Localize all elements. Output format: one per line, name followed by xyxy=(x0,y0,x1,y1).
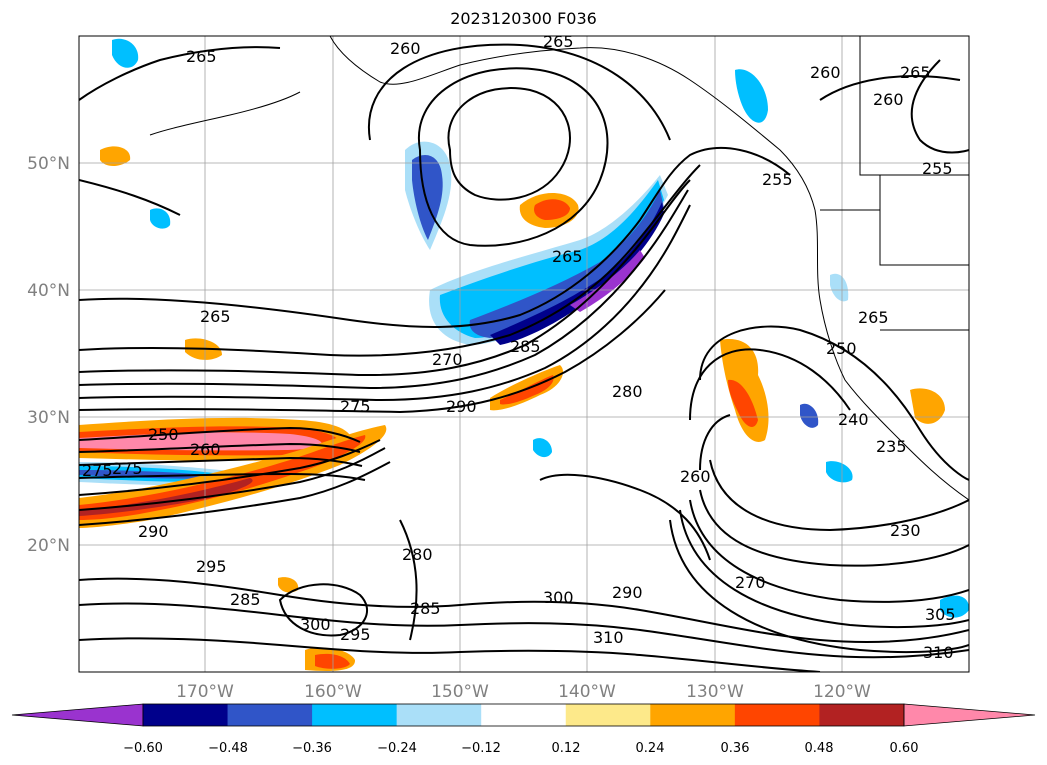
colorbar-tick-label: 0.48 xyxy=(805,741,834,756)
lon-label-130w: 130°W xyxy=(686,682,744,702)
lon-label-150w: 150°W xyxy=(431,682,489,702)
contour-label: 260 xyxy=(873,90,904,109)
longitude-labels: 170°W 160°W 150°W 140°W 130°W 120°W xyxy=(176,682,871,702)
contour-label: 290 xyxy=(138,522,169,541)
contour-label: 310 xyxy=(923,643,954,662)
contour-label: 260 xyxy=(810,63,841,82)
contour-label: 265 xyxy=(200,307,231,326)
contour-label: 260 xyxy=(190,440,221,459)
colorbar-segment xyxy=(734,704,820,726)
contour-label: 285 xyxy=(410,599,441,618)
contour-label: 295 xyxy=(340,625,371,644)
contour-label: 300 xyxy=(543,588,574,607)
colorbar-tick-label: 0.60 xyxy=(890,741,919,756)
contour-label: 275 xyxy=(340,397,371,416)
colorbar-tick-label: 0.36 xyxy=(721,741,750,756)
graticule xyxy=(79,36,969,672)
lat-label-20n: 20°N xyxy=(27,536,70,556)
contour-label: 295 xyxy=(196,557,227,576)
contour-label: 270 xyxy=(432,350,463,369)
contour-label: 300 xyxy=(300,615,331,634)
contour-label: 260 xyxy=(390,39,421,58)
contour-label: 255 xyxy=(762,170,793,189)
contour-label: 305 xyxy=(925,605,956,624)
contour-labels: 265 260 265 260 265 260 255 265 265 270 … xyxy=(82,32,956,662)
colorbar-tick-label: 0.24 xyxy=(636,741,665,756)
colorbar-segment xyxy=(143,704,229,726)
colorbar-tick-label: −0.36 xyxy=(292,741,332,756)
colorbar-extend-min xyxy=(11,703,144,727)
colorbar-tick-label: −0.12 xyxy=(461,741,501,756)
contour-label: 265 xyxy=(552,247,583,266)
lat-label-30n: 30°N xyxy=(27,408,70,428)
colorbar-extend-max xyxy=(903,703,1036,727)
lon-label-140w: 140°W xyxy=(558,682,616,702)
colorbar-tick-labels: −0.60 −0.48 −0.36 −0.24 −0.12 0.12 0.24 … xyxy=(123,741,918,756)
contour-label: 255 xyxy=(922,159,953,178)
colorbar-segment xyxy=(312,704,398,726)
colorbar-outline xyxy=(142,703,905,727)
contour-label: 265 xyxy=(900,63,931,82)
lon-label-120w: 120°W xyxy=(813,682,871,702)
colorbar-tick-label: 0.12 xyxy=(552,741,581,756)
contour-label: 275 xyxy=(82,461,113,480)
colorbar-segment xyxy=(396,704,482,726)
colorbar-segment xyxy=(650,704,736,726)
colorbar-boxes xyxy=(11,703,1036,727)
contour-label: 280 xyxy=(402,545,433,564)
contour-label: 230 xyxy=(890,521,921,540)
colorbar-tick-label: −0.24 xyxy=(377,741,417,756)
contour-label: 260 xyxy=(680,467,711,486)
lat-label-50n: 50°N xyxy=(27,154,70,174)
contour-label: 290 xyxy=(612,583,643,602)
map-frame xyxy=(78,35,970,673)
colorbar-segment xyxy=(819,704,905,726)
contour-label: 270 xyxy=(735,573,766,592)
colorbar-tick-label: −0.60 xyxy=(123,741,163,756)
contour-label: 250 xyxy=(148,425,179,444)
latitude-labels: 50°N 40°N 30°N 20°N xyxy=(27,154,70,556)
contour-label: 265 xyxy=(186,47,217,66)
contour-label: 285 xyxy=(230,590,261,609)
colorbar-segment xyxy=(481,704,567,726)
contour-label: 275 xyxy=(112,459,143,478)
contour-label: 240 xyxy=(838,410,869,429)
lat-label-40n: 40°N xyxy=(27,281,70,301)
contour-label: 265 xyxy=(543,32,574,51)
contour-label: 310 xyxy=(593,628,624,647)
colorbar-tick-label: −0.48 xyxy=(208,741,248,756)
lon-label-170w: 170°W xyxy=(176,682,234,702)
colorbar-segment xyxy=(227,704,313,726)
contour-label: 285 xyxy=(510,337,541,356)
map-title: 2023120300 F036 xyxy=(450,9,597,28)
contour-label: 290 xyxy=(446,397,477,416)
contour-label: 265 xyxy=(858,308,889,327)
contour-label: 235 xyxy=(876,437,907,456)
colorbar: −0.60 −0.48 −0.36 −0.24 −0.12 0.12 0.24 … xyxy=(11,703,1036,756)
shaded-field xyxy=(79,38,969,671)
contour-label: 280 xyxy=(612,382,643,401)
colorbar-segment xyxy=(565,704,651,726)
contours xyxy=(79,43,969,672)
lon-label-160w: 160°W xyxy=(304,682,362,702)
map-area xyxy=(79,36,969,672)
contour-label: 250 xyxy=(826,339,857,358)
